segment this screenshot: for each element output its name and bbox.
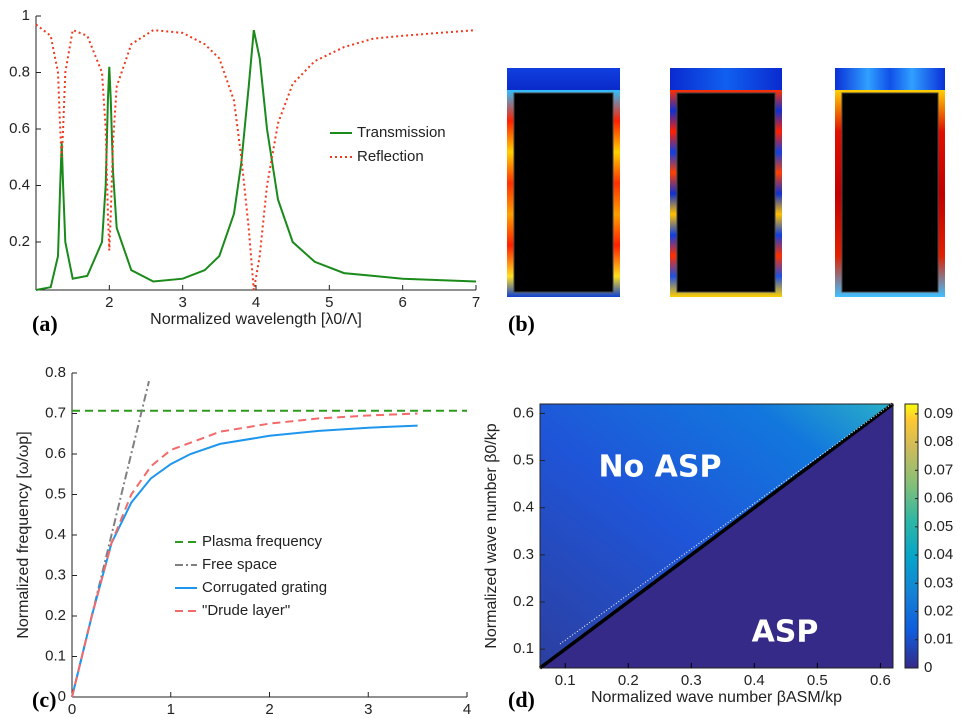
diagonal — [538, 402, 895, 670]
y-tick-label: 0.4 — [45, 526, 66, 543]
colorbar-tick-label: 0.07 — [924, 461, 953, 478]
colorbar — [904, 403, 919, 669]
colorbar-tick-label: 0.01 — [924, 631, 953, 648]
series-line — [71, 412, 418, 698]
legend-label: Plasma frequency — [202, 533, 323, 550]
metal-block — [676, 92, 776, 293]
y-tick-label: 0.8 — [9, 63, 30, 80]
y-tick-label: 0.4 — [9, 176, 30, 193]
colorbar-tick-label: 0.09 — [924, 405, 953, 422]
field-top — [835, 68, 945, 92]
y-axis-label: Normalized wave number β0/kp — [483, 423, 500, 648]
y-tick-label: 0.2 — [9, 233, 30, 250]
series-line — [35, 29, 477, 291]
x-tick-label: 2 — [105, 294, 113, 311]
colorbar-tick-label: 0.06 — [924, 490, 953, 507]
x-tick-label: 3 — [364, 701, 372, 718]
legend-label: "Drude layer" — [202, 602, 290, 619]
series-line — [35, 23, 477, 291]
colorbar-tick-label: 0.02 — [924, 602, 953, 619]
metal-block — [841, 92, 939, 293]
x-tick-label: 3 — [178, 294, 186, 311]
x-tick-label: 5 — [325, 294, 333, 311]
x-tick-label: 0 — [68, 701, 76, 718]
x-tick-label: 0.1 — [555, 672, 576, 689]
y-tick-label: 0.7 — [45, 404, 66, 421]
y-tick-label: 0.3 — [45, 566, 66, 583]
y-tick-label: 0.2 — [513, 593, 534, 610]
y-tick-label: 0.6 — [9, 120, 30, 137]
colorbar-tick-label: 0 — [924, 659, 932, 676]
field-maps — [507, 68, 945, 297]
y-tick-label: 0.5 — [513, 452, 534, 469]
x-tick-label: 1 — [167, 701, 175, 718]
legend-label: Corrugated grating — [202, 579, 327, 596]
x-axis-label: Normalized wavelength [λ0/Λ] — [150, 311, 362, 328]
y-tick-label: 0.1 — [45, 647, 66, 664]
y-tick-label: 0.3 — [513, 546, 534, 563]
x-tick-label: 6 — [398, 294, 406, 311]
colorbar-tick-label: 0.04 — [924, 546, 953, 563]
y-tick-label: 0.1 — [513, 640, 534, 657]
metal-block — [513, 92, 614, 293]
y-tick-label: 0.2 — [45, 607, 66, 624]
annotation: No ASP — [599, 450, 722, 485]
y-tick-label: 0.8 — [45, 364, 66, 381]
x-tick-label: 0.3 — [681, 672, 702, 689]
x-tick-label: 0.4 — [744, 672, 765, 689]
x-tick-label: 7 — [472, 294, 480, 311]
panel-label: (d) — [508, 687, 535, 712]
annotation: ASP — [752, 615, 819, 650]
plot-frame — [539, 403, 894, 669]
y-tick-label: 0.6 — [513, 404, 534, 421]
y-tick-label: 0 — [58, 688, 66, 705]
field-top — [670, 68, 782, 92]
legend-label: Transmission — [357, 124, 446, 141]
y-axis-label: Normalized frequency [ω/ωp] — [15, 431, 32, 638]
colorbar-tick-label: 0.03 — [924, 574, 953, 591]
x-tick-label: 2 — [265, 701, 273, 718]
x-tick-label: 0.2 — [618, 672, 639, 689]
field-top — [507, 68, 620, 92]
x-tick-label: 4 — [463, 701, 471, 718]
x-tick-label: 0.5 — [807, 672, 828, 689]
diagonal-guide — [559, 402, 894, 645]
x-axis-label: Normalized wave number βASM/kp — [591, 689, 842, 706]
legend-label: Reflection — [357, 148, 424, 165]
panel-label: (a) — [32, 311, 58, 336]
colorbar-tick-label: 0.05 — [924, 518, 953, 535]
x-tick-label: 0.6 — [870, 672, 891, 689]
y-tick-label: 1 — [22, 7, 30, 24]
y-tick-label: 0.6 — [45, 445, 66, 462]
panel-label: (c) — [32, 687, 56, 712]
y-tick-label: 0.5 — [45, 485, 66, 502]
colorbar-tick-label: 0.08 — [924, 433, 953, 450]
x-tick-label: 4 — [252, 294, 260, 311]
y-tick-label: 0.4 — [513, 499, 534, 516]
panel-label: (b) — [508, 311, 535, 336]
legend-label: Free space — [202, 556, 277, 573]
